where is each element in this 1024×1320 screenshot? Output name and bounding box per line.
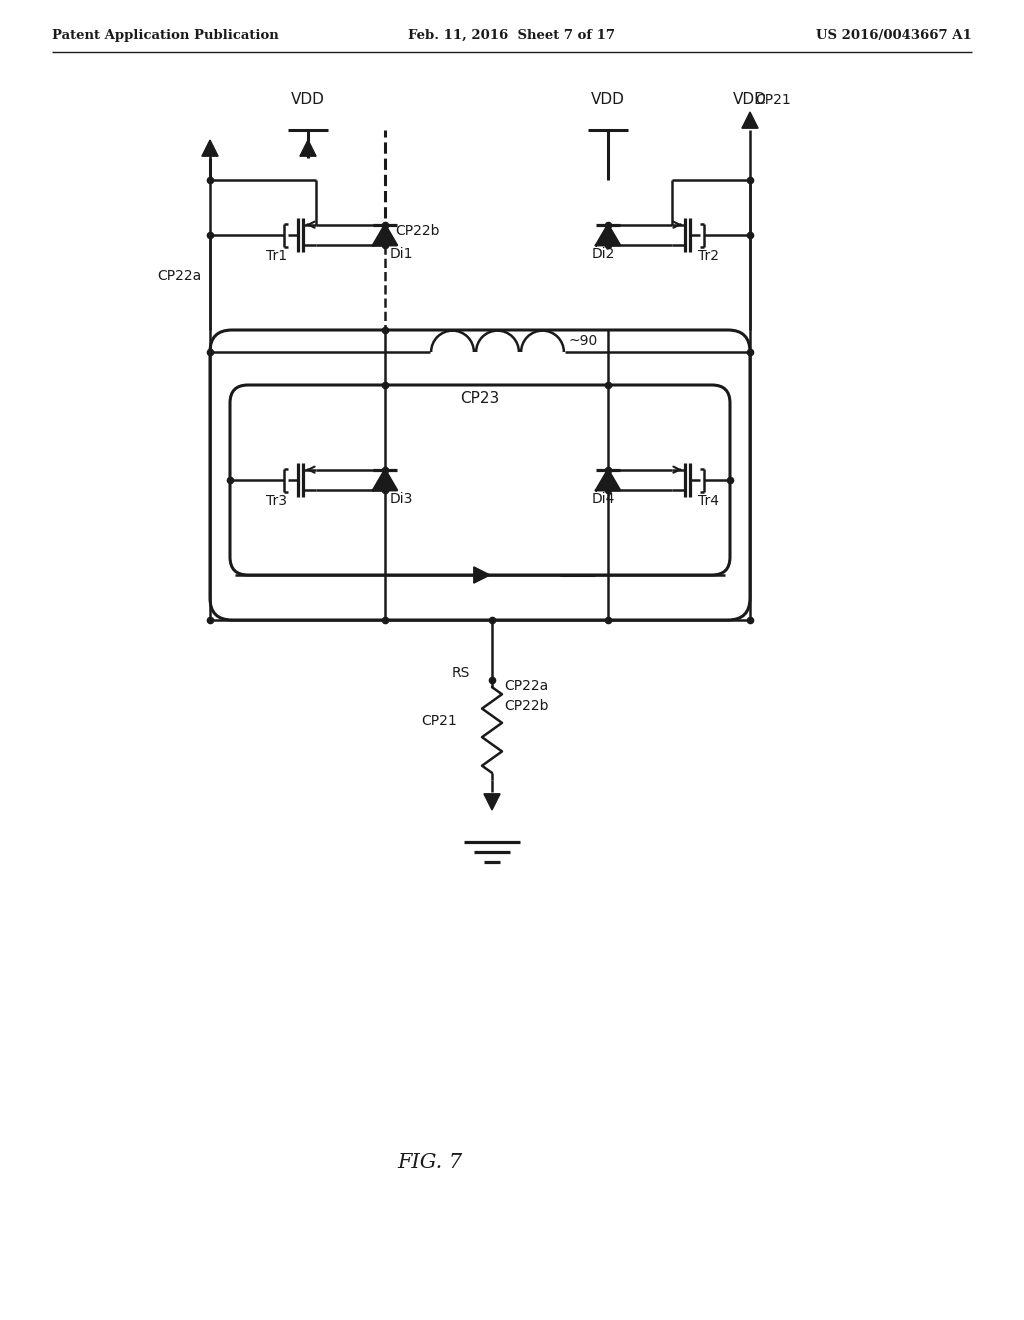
Text: Di3: Di3: [390, 492, 414, 506]
Text: Feb. 11, 2016  Sheet 7 of 17: Feb. 11, 2016 Sheet 7 of 17: [409, 29, 615, 41]
Text: CP22a: CP22a: [158, 269, 202, 282]
Text: CP22b: CP22b: [504, 700, 549, 713]
Polygon shape: [300, 140, 316, 156]
Text: CP23: CP23: [461, 391, 500, 407]
Polygon shape: [596, 224, 620, 246]
Text: CP21: CP21: [421, 714, 457, 729]
Text: Tr4: Tr4: [698, 494, 719, 508]
Polygon shape: [596, 470, 620, 490]
Text: Tr2: Tr2: [698, 249, 719, 263]
Text: FIG. 7: FIG. 7: [397, 1152, 463, 1172]
Text: CP22b: CP22b: [395, 224, 439, 238]
Text: Patent Application Publication: Patent Application Publication: [52, 29, 279, 41]
Polygon shape: [484, 793, 500, 810]
Text: VDD: VDD: [291, 92, 325, 107]
Text: CP21: CP21: [755, 92, 791, 107]
Text: VDD: VDD: [733, 92, 767, 107]
Text: RS: RS: [452, 667, 470, 680]
Text: CP22a: CP22a: [504, 678, 548, 693]
Polygon shape: [373, 224, 397, 246]
Text: Di1: Di1: [390, 247, 414, 261]
Text: Di2: Di2: [591, 247, 614, 261]
Text: Tr1: Tr1: [266, 249, 288, 263]
Polygon shape: [202, 140, 218, 156]
Text: ~90: ~90: [569, 334, 598, 348]
Polygon shape: [742, 112, 758, 128]
Text: Di4: Di4: [591, 492, 614, 506]
Polygon shape: [373, 470, 397, 490]
Text: US 2016/0043667 A1: US 2016/0043667 A1: [816, 29, 972, 41]
Text: Tr3: Tr3: [266, 494, 288, 508]
Text: VDD: VDD: [591, 92, 625, 107]
Polygon shape: [474, 566, 490, 583]
